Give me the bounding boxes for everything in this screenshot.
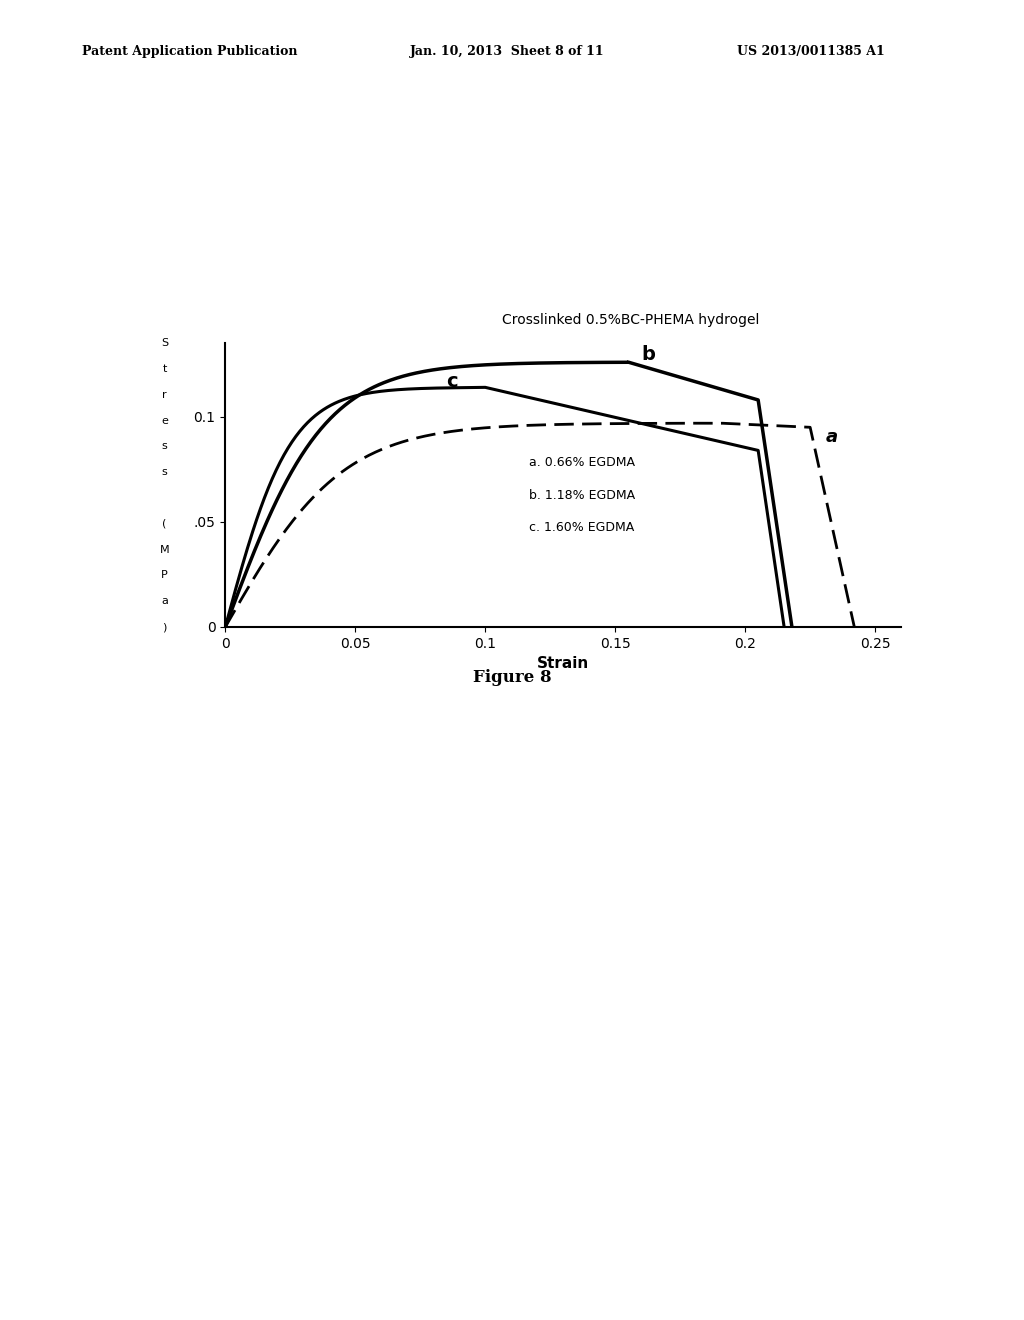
Text: b: b (641, 345, 655, 364)
Text: b. 1.18% EGDMA: b. 1.18% EGDMA (529, 488, 636, 502)
Text: Jan. 10, 2013  Sheet 8 of 11: Jan. 10, 2013 Sheet 8 of 11 (410, 45, 604, 58)
Text: Patent Application Publication: Patent Application Publication (82, 45, 297, 58)
Text: t: t (162, 364, 167, 374)
Text: r: r (162, 389, 167, 400)
X-axis label: Strain: Strain (537, 656, 590, 672)
Text: s: s (162, 441, 167, 451)
Text: ): ) (162, 622, 167, 632)
Text: a: a (825, 428, 838, 446)
Text: S: S (161, 338, 168, 348)
Text: P: P (161, 570, 168, 581)
Text: (: ( (162, 519, 167, 529)
Text: c: c (446, 372, 458, 391)
Text: Crosslinked 0.5%BC-PHEMA hydrogel: Crosslinked 0.5%BC-PHEMA hydrogel (502, 313, 760, 327)
Text: US 2013/0011385 A1: US 2013/0011385 A1 (737, 45, 885, 58)
Text: M: M (160, 545, 169, 554)
Text: Figure 8: Figure 8 (473, 669, 551, 686)
Text: a: a (161, 597, 168, 606)
Text: c. 1.60% EGDMA: c. 1.60% EGDMA (529, 521, 635, 535)
Text: a. 0.66% EGDMA: a. 0.66% EGDMA (529, 455, 636, 469)
Text: e: e (161, 416, 168, 425)
Text: s: s (162, 467, 167, 478)
